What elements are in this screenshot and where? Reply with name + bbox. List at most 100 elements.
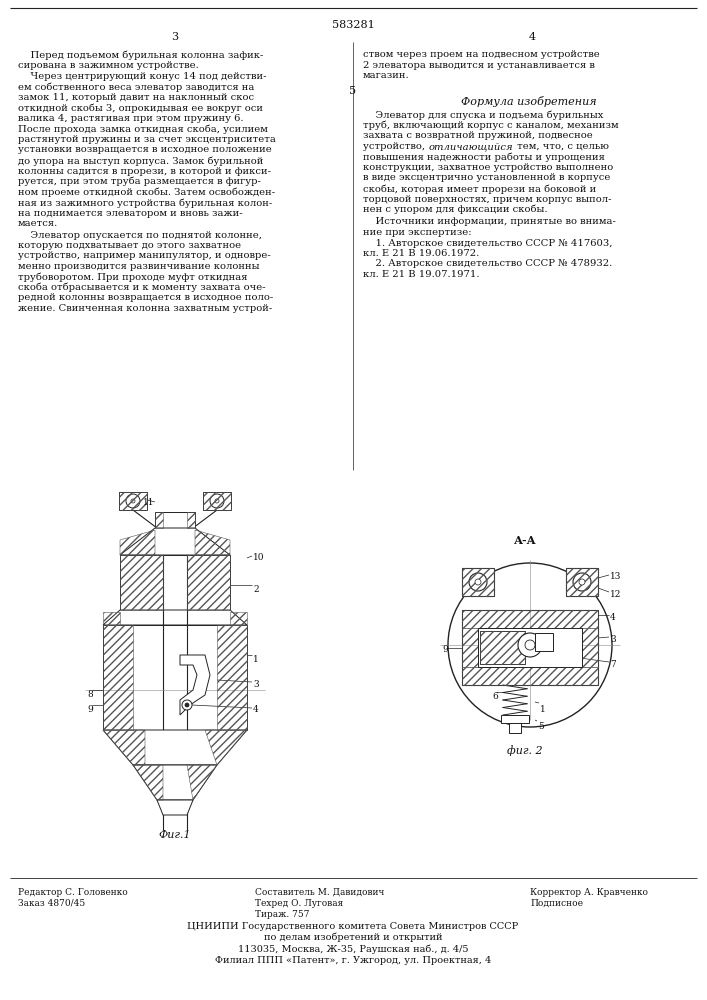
Text: 8: 8 bbox=[87, 690, 93, 699]
Circle shape bbox=[579, 579, 585, 585]
Polygon shape bbox=[480, 631, 525, 664]
Text: кл. Е 21 В 19.07.1971.: кл. Е 21 В 19.07.1971. bbox=[363, 270, 479, 279]
Text: 5: 5 bbox=[538, 722, 544, 731]
Circle shape bbox=[448, 563, 612, 727]
Text: по делам изобретений и открытий: по делам изобретений и открытий bbox=[264, 933, 443, 942]
Polygon shape bbox=[180, 655, 210, 715]
Polygon shape bbox=[566, 568, 598, 596]
Text: Филиал ППП «Патент», г. Ужгород, ул. Проектная, 4: Филиал ППП «Патент», г. Ужгород, ул. Про… bbox=[215, 956, 491, 965]
Polygon shape bbox=[103, 610, 247, 625]
Circle shape bbox=[469, 573, 487, 591]
Text: колонны садится в прорези, в которой и фикси-: колонны садится в прорези, в которой и ф… bbox=[18, 166, 271, 176]
Text: мается.: мается. bbox=[18, 219, 58, 228]
Polygon shape bbox=[119, 492, 147, 510]
Text: нен с упором для фиксации скобы.: нен с упором для фиксации скобы. bbox=[363, 205, 547, 215]
Text: 10: 10 bbox=[253, 553, 264, 562]
Text: Перед подъемом бурильная колонна зафик-: Перед подъемом бурильная колонна зафик- bbox=[18, 50, 264, 60]
Text: Подписное: Подписное bbox=[530, 899, 583, 908]
Text: ная из зажимного устройства бурильная колон-: ная из зажимного устройства бурильная ко… bbox=[18, 198, 272, 208]
Text: ном проеме откидной скобы. Затем освобожден-: ном проеме откидной скобы. Затем освобож… bbox=[18, 188, 275, 197]
Text: 7: 7 bbox=[610, 660, 616, 669]
Polygon shape bbox=[509, 723, 521, 733]
Text: Заказ 4870/45: Заказ 4870/45 bbox=[18, 899, 86, 908]
Polygon shape bbox=[103, 730, 247, 765]
Circle shape bbox=[518, 633, 542, 657]
Text: ем собственного веса элеватор заводится на: ем собственного веса элеватор заводится … bbox=[18, 83, 255, 92]
Text: 3: 3 bbox=[171, 32, 179, 42]
Text: торцовой поверхностях, причем корпус выпол-: торцовой поверхностях, причем корпус вып… bbox=[363, 194, 612, 204]
Text: до упора на выступ корпуса. Замок бурильной: до упора на выступ корпуса. Замок буриль… bbox=[18, 156, 264, 165]
Text: ние при экспертизе:: ние при экспертизе: bbox=[363, 228, 472, 237]
Circle shape bbox=[573, 573, 591, 591]
Text: После прохода замка откидная скоба, усилием: После прохода замка откидная скоба, усил… bbox=[18, 124, 268, 134]
Text: растянутой пружины и за счет эксцентриситета: растянутой пружины и за счет эксцентриси… bbox=[18, 135, 276, 144]
Polygon shape bbox=[120, 528, 230, 555]
Text: 3: 3 bbox=[610, 635, 616, 644]
Circle shape bbox=[126, 494, 140, 508]
Text: труб, включающий корпус с каналом, механизм: труб, включающий корпус с каналом, механ… bbox=[363, 121, 619, 130]
Text: 4: 4 bbox=[528, 32, 536, 42]
Text: магазин.: магазин. bbox=[363, 71, 409, 80]
Text: тем, что, с целью: тем, что, с целью bbox=[515, 142, 609, 151]
Text: Источники информации, принятые во внима-: Источники информации, принятые во внима- bbox=[363, 218, 616, 227]
Text: установки возвращается в исходное положение: установки возвращается в исходное положе… bbox=[18, 145, 271, 154]
Circle shape bbox=[475, 579, 481, 585]
Text: скобы, которая имеет прорези на боковой и: скобы, которая имеет прорези на боковой … bbox=[363, 184, 596, 194]
Polygon shape bbox=[133, 765, 217, 800]
Polygon shape bbox=[120, 555, 230, 610]
Text: Редактор С. Головенко: Редактор С. Головенко bbox=[18, 888, 128, 897]
Text: конструкции, захватное устройство выполнено: конструкции, захватное устройство выполн… bbox=[363, 163, 613, 172]
Text: кл. Е 21 В 19.06.1972.: кл. Е 21 В 19.06.1972. bbox=[363, 249, 479, 258]
Text: замок 11, который давит на наклонный скос: замок 11, который давит на наклонный ско… bbox=[18, 93, 254, 102]
Text: на поднимается элеватором и вновь зажи-: на поднимается элеватором и вновь зажи- bbox=[18, 209, 243, 218]
Polygon shape bbox=[501, 715, 529, 723]
Text: 11: 11 bbox=[143, 498, 155, 507]
Text: 3: 3 bbox=[253, 680, 259, 689]
Text: Техред О. Луговая: Техред О. Луговая bbox=[255, 899, 344, 908]
Text: трубоворотом. При проходе муфт откидная: трубоворотом. При проходе муфт откидная bbox=[18, 272, 247, 282]
Circle shape bbox=[210, 494, 224, 508]
Polygon shape bbox=[203, 492, 231, 510]
Text: Тираж. 757: Тираж. 757 bbox=[255, 910, 310, 919]
Text: ЦНИИПИ Государственного комитета Совета Министров СССР: ЦНИИПИ Государственного комитета Совета … bbox=[187, 922, 519, 931]
Text: редной колонны возвращается в исходное поло-: редной колонны возвращается в исходное п… bbox=[18, 294, 273, 302]
Circle shape bbox=[525, 640, 535, 650]
Polygon shape bbox=[535, 633, 553, 651]
Circle shape bbox=[185, 703, 189, 707]
Text: 2: 2 bbox=[253, 585, 259, 594]
Text: Фиг.1: Фиг.1 bbox=[158, 830, 192, 840]
Text: отличающийся: отличающийся bbox=[429, 142, 513, 151]
Text: устройство, например манипулятор, и одновре-: устройство, например манипулятор, и одно… bbox=[18, 251, 271, 260]
Polygon shape bbox=[478, 628, 582, 667]
Circle shape bbox=[215, 499, 219, 503]
Polygon shape bbox=[103, 625, 247, 730]
Text: в виде эксцентрично установленной в корпусе: в виде эксцентрично установленной в корп… bbox=[363, 174, 610, 182]
Text: 1: 1 bbox=[540, 705, 546, 714]
Text: 5: 5 bbox=[349, 86, 356, 96]
Text: менно производится развинчивание колонны: менно производится развинчивание колонны bbox=[18, 262, 259, 271]
Text: 2 элеватора выводится и устанавливается в: 2 элеватора выводится и устанавливается … bbox=[363, 60, 595, 70]
Text: устройство,: устройство, bbox=[363, 142, 428, 151]
Text: 113035, Москва, Ж-35, Раушская наб., д. 4/5: 113035, Москва, Ж-35, Раушская наб., д. … bbox=[238, 945, 468, 954]
Polygon shape bbox=[157, 800, 193, 815]
Text: скоба отбрасывается и к моменту захвата оче-: скоба отбрасывается и к моменту захвата … bbox=[18, 283, 266, 292]
Polygon shape bbox=[462, 568, 494, 596]
Text: 12: 12 bbox=[610, 590, 621, 599]
Text: 4: 4 bbox=[253, 705, 259, 714]
Text: жение. Свинченная колонна захватным устрой-: жение. Свинченная колонна захватным устр… bbox=[18, 304, 272, 313]
Text: А-А: А-А bbox=[514, 535, 537, 546]
Text: Корректор А. Кравченко: Корректор А. Кравченко bbox=[530, 888, 648, 897]
Text: Формула изобретения: Формула изобретения bbox=[461, 96, 597, 107]
Text: захвата с возвратной пружиной, подвесное: захвата с возвратной пружиной, подвесное bbox=[363, 131, 592, 140]
Text: 13: 13 bbox=[610, 572, 621, 581]
Circle shape bbox=[131, 499, 135, 503]
Text: 4: 4 bbox=[610, 613, 616, 622]
Text: 2. Авторское свидетельство СССР № 478932.: 2. Авторское свидетельство СССР № 478932… bbox=[363, 259, 612, 268]
Text: которую подхватывает до этого захватное: которую подхватывает до этого захватное bbox=[18, 241, 241, 250]
Text: 6: 6 bbox=[492, 692, 498, 701]
Text: фиг. 2: фиг. 2 bbox=[507, 745, 543, 756]
Text: повышения надежности работы и упрощения: повышения надежности работы и упрощения bbox=[363, 152, 605, 162]
Text: Элеватор опускается по поднятой колонне,: Элеватор опускается по поднятой колонне, bbox=[18, 231, 262, 239]
Text: 9: 9 bbox=[442, 645, 448, 654]
Polygon shape bbox=[462, 610, 598, 685]
